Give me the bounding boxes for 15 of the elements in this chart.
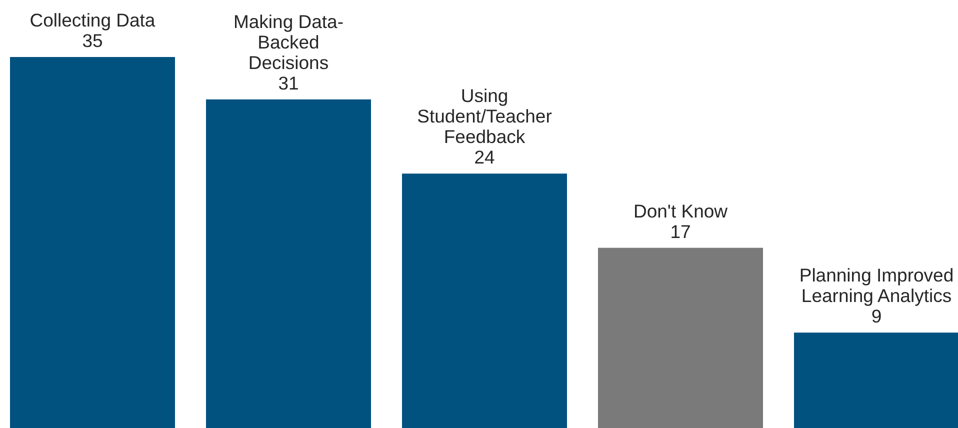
x-tick-label: Don't Know xyxy=(633,200,728,222)
x-tick-label: Collecting Data xyxy=(30,10,156,30)
x-tick-label: Using Student/Teacher Feedback xyxy=(417,85,552,148)
bar xyxy=(402,174,567,428)
data-label: 17 xyxy=(670,220,691,242)
x-tick-label: Making Data- Backed Decisions xyxy=(233,10,344,73)
data-label: 9 xyxy=(871,306,882,327)
data-label: 35 xyxy=(82,30,103,51)
bar xyxy=(206,99,371,428)
bar xyxy=(10,57,175,428)
data-label: 31 xyxy=(278,72,299,94)
bar xyxy=(794,332,958,428)
data-label: 24 xyxy=(474,146,495,168)
bar xyxy=(598,248,763,428)
x-tick-label: Planning Improved Learning Analytics xyxy=(799,264,954,306)
